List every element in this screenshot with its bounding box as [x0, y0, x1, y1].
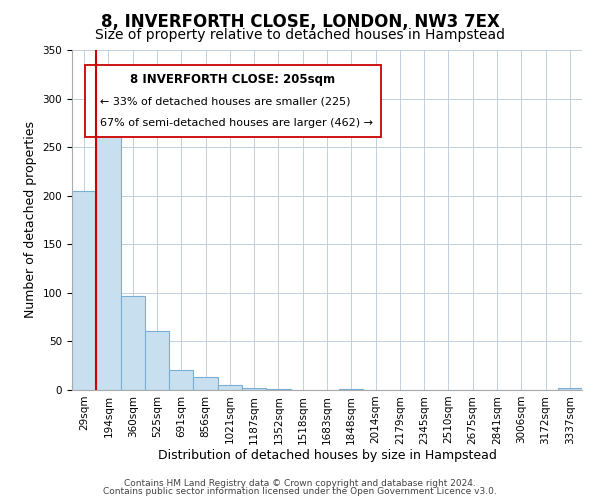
Text: Size of property relative to detached houses in Hampstead: Size of property relative to detached ho…: [95, 28, 505, 42]
Text: 8, INVERFORTH CLOSE, LONDON, NW3 7EX: 8, INVERFORTH CLOSE, LONDON, NW3 7EX: [101, 12, 499, 30]
Text: 8 INVERFORTH CLOSE: 205sqm: 8 INVERFORTH CLOSE: 205sqm: [130, 72, 335, 86]
Bar: [558, 388, 582, 390]
Bar: [339, 389, 364, 390]
Bar: [96, 108, 121, 390]
Y-axis label: Number of detached properties: Number of detached properties: [24, 122, 37, 318]
X-axis label: Distribution of detached houses by size in Hampstead: Distribution of detached houses by size …: [158, 449, 496, 462]
Text: Contains public sector information licensed under the Open Government Licence v3: Contains public sector information licen…: [103, 487, 497, 496]
Bar: [121, 296, 145, 390]
Bar: [169, 370, 193, 390]
Bar: [218, 385, 242, 390]
FancyBboxPatch shape: [85, 66, 380, 136]
Text: ← 33% of detached houses are smaller (225): ← 33% of detached houses are smaller (22…: [100, 96, 350, 106]
Bar: [193, 378, 218, 390]
Text: Contains HM Land Registry data © Crown copyright and database right 2024.: Contains HM Land Registry data © Crown c…: [124, 478, 476, 488]
Bar: [145, 330, 169, 390]
Text: 67% of semi-detached houses are larger (462) →: 67% of semi-detached houses are larger (…: [100, 118, 373, 128]
Bar: [242, 388, 266, 390]
Bar: [72, 191, 96, 390]
Bar: [266, 389, 290, 390]
